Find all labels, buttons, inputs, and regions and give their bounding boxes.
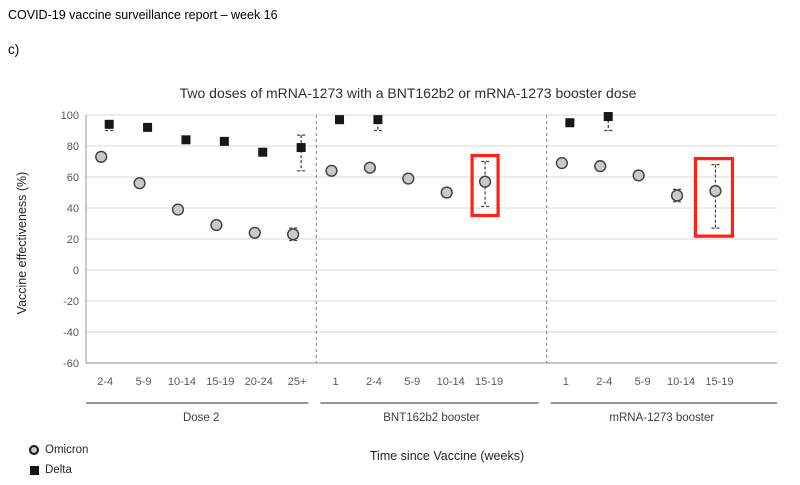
group-label: mRNA-1273 booster [609,412,714,424]
data-point-omicron [478,175,492,188]
data-point-delta [104,119,114,129]
x-tick-label: 20-24 [245,376,273,388]
x-tick-label: 1 [563,376,569,388]
omicron-marker-icon [29,445,39,455]
data-point-omicron [325,164,338,177]
data-point-delta [219,136,229,146]
x-tick-label: 5-9 [635,376,651,388]
data-point-omicron [670,189,684,202]
highlight-box [470,153,500,218]
data-point-delta [181,135,191,145]
legend-label-delta: Delta [45,464,72,476]
x-tick-label: 15-19 [206,376,234,388]
data-point-omicron [632,169,645,182]
highlight-box [693,157,735,238]
data-point-delta [373,115,383,125]
data-point-omicron [171,203,185,216]
data-point-delta [565,118,575,128]
x-tick-label: 2-4 [366,376,382,388]
data-point-omicron [210,218,223,232]
y-tick-label: 20 [67,234,79,246]
x-tick-label: 25+ [288,376,307,388]
data-point-delta [258,147,268,157]
data-point-delta [296,143,306,153]
data-point-omicron [440,186,453,199]
data-point-omicron [133,177,146,190]
y-tick-label: -40 [63,327,79,339]
chart-title: Two doses of mRNA-1273 with a BNT162b2 o… [179,85,637,101]
legend: Omicron Delta [29,440,88,480]
group-label: Dose 2 [183,412,219,424]
x-tick-label: 2-4 [97,376,113,388]
y-tick-label: 60 [67,172,79,184]
data-point-omicron [594,160,607,173]
x-tick-label: 10-14 [437,376,465,388]
x-tick-label: 10-14 [168,376,196,388]
group-label: BNT162b2 booster [383,412,480,424]
legend-label-omicron: Omicron [45,444,89,456]
data-point-omicron [95,150,108,163]
legend-item-delta: Delta [29,460,88,480]
section-label: c) [8,42,20,57]
x-tick-label: 2-4 [596,376,612,388]
x-tick-label: 10-14 [667,376,695,388]
data-point-delta [143,122,153,132]
data-point-omicron [363,161,377,174]
report-header: COVID-19 vaccine surveillance report – w… [8,8,278,22]
x-axis-title: Time since Vaccine (weeks) [369,449,525,463]
y-tick-label: 80 [67,141,79,153]
y-tick-label: 100 [61,110,79,122]
legend-item-omicron: Omicron [29,440,88,460]
x-tick-label: 5-9 [404,376,420,388]
y-tick-label: -20 [63,296,79,308]
x-tick-label: 15-19 [475,376,503,388]
data-point-omicron [555,156,568,170]
data-point-omicron [709,184,722,198]
y-tick-label: 0 [73,265,79,277]
y-tick-label: 40 [67,203,79,215]
data-point-omicron [287,228,300,241]
data-point-delta [603,112,613,122]
y-tick-label: -60 [63,358,79,370]
x-tick-label: 1 [332,376,338,388]
x-tick-label: 5-9 [136,376,152,388]
data-point-delta [335,115,345,125]
data-point-omicron [402,172,415,185]
delta-marker-icon [30,465,39,475]
x-tick-label: 15-19 [705,376,733,388]
data-point-omicron [248,226,261,239]
